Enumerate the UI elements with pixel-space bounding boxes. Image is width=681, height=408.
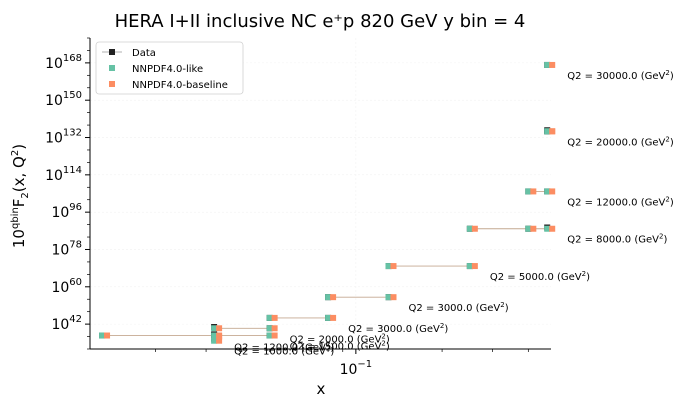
nnpdf-baseline-point <box>271 314 278 321</box>
nnpdf-baseline-point <box>216 325 223 332</box>
nnpdf-baseline-point <box>330 314 337 321</box>
bin-annotation-label: Q2 = 3000.0 (GeV2) <box>348 322 448 335</box>
bin-annotation-label: Q2 = 8000.0 (GeV2) <box>567 233 667 246</box>
bin-annotations: Q2 = 1000.0 (GeV2)Q2 = 1200.0 (GeV2)Q2 =… <box>234 69 674 358</box>
x-tick-label: 10−1 <box>340 359 373 378</box>
legend-marker <box>109 65 115 71</box>
y-axis-label: 10qbinF2(x, Q2) <box>10 144 31 248</box>
legend-marker <box>109 49 115 55</box>
legend: Data NNPDF4.0-like NNPDF4.0-baseline <box>95 41 244 95</box>
y-tick-label: 10114 <box>45 165 82 184</box>
nnpdf-baseline-point <box>549 61 556 68</box>
nnpdf-like-point <box>325 294 332 301</box>
nnpdf-like-point <box>525 225 532 232</box>
y-tick-label: 10168 <box>45 53 82 72</box>
bin-annotation-label: Q2 = 30000.0 (GeV2) <box>567 69 674 82</box>
y-tick-label: 1060 <box>51 277 82 296</box>
series-group <box>99 61 556 344</box>
nnpdf-baseline-point <box>390 294 397 301</box>
nnpdf-like-point <box>325 314 332 321</box>
axes: 1042 1060 1078 1096 10114 10132 10150 10168 10−1 <box>45 37 551 378</box>
y-tick-label: 10150 <box>45 90 82 109</box>
nnpdf-baseline-point <box>390 263 397 270</box>
y-tick-label: 10132 <box>45 128 82 147</box>
legend-entry-label: NNPDF4.0-baseline <box>132 80 228 91</box>
legend-marker <box>109 81 115 87</box>
nnpdf-baseline-point <box>471 225 478 232</box>
x-axis-label: x <box>317 380 326 398</box>
y-tick-label: 1078 <box>51 239 82 258</box>
bin-annotation-label: Q2 = 1200.0 (GeV2) <box>234 341 334 354</box>
nnpdf-like-point <box>466 263 473 270</box>
nnpdf-like-point <box>99 332 106 339</box>
nnpdf-baseline-point <box>471 263 478 270</box>
chart-title: HERA I+II inclusive NC e⁺p 820 GeV y bin… <box>115 11 526 32</box>
nnpdf-baseline-point <box>549 225 556 232</box>
nnpdf-like-point <box>544 128 551 135</box>
nnpdf-like-point <box>385 263 392 270</box>
nnpdf-baseline-point <box>549 128 556 135</box>
legend-box <box>95 41 244 95</box>
nnpdf-like-point <box>211 332 218 339</box>
nnpdf-baseline-point <box>216 332 223 339</box>
nnpdf-baseline-point <box>271 325 278 332</box>
nnpdf-like-point <box>211 337 218 344</box>
bin-annotation-label: Q2 = 2000.0 (GeV2) <box>290 332 390 345</box>
nnpdf-like-point <box>544 188 551 195</box>
bin-annotation-label: Q2 = 3000.0 (GeV2) <box>408 301 508 314</box>
nnpdf-baseline-point <box>530 188 537 195</box>
grid <box>90 38 551 349</box>
bin-annotation-label: Q2 = 1500.0 (GeV2) <box>290 340 390 353</box>
nnpdf-baseline-point <box>530 225 537 232</box>
nnpdf-like-point <box>266 325 273 332</box>
nnpdf-like-point <box>544 61 551 68</box>
bin-annotation-label: Q2 = 5000.0 (GeV2) <box>490 270 590 283</box>
nnpdf-like-point <box>544 225 551 232</box>
legend-entry-label: NNPDF4.0-like <box>132 64 203 75</box>
bin-annotation-label: Q2 = 12000.0 (GeV2) <box>567 195 674 208</box>
legend-entry-label: Data <box>132 48 156 59</box>
nnpdf-like-point <box>211 325 218 332</box>
bin-annotation-label: Q2 = 20000.0 (GeV2) <box>567 135 674 148</box>
y-tick-label: 1096 <box>51 202 82 221</box>
nnpdf-baseline-point <box>271 332 278 339</box>
nnpdf-like-point <box>266 314 273 321</box>
y-tick-label: 1042 <box>51 314 82 333</box>
nnpdf-like-point <box>466 225 473 232</box>
nnpdf-baseline-point <box>216 337 223 344</box>
nnpdf-like-point <box>385 294 392 301</box>
nnpdf-baseline-point <box>104 332 111 339</box>
nnpdf-like-point <box>266 332 273 339</box>
nnpdf-like-point <box>525 188 532 195</box>
nnpdf-baseline-point <box>330 294 337 301</box>
nnpdf-baseline-point <box>549 188 556 195</box>
